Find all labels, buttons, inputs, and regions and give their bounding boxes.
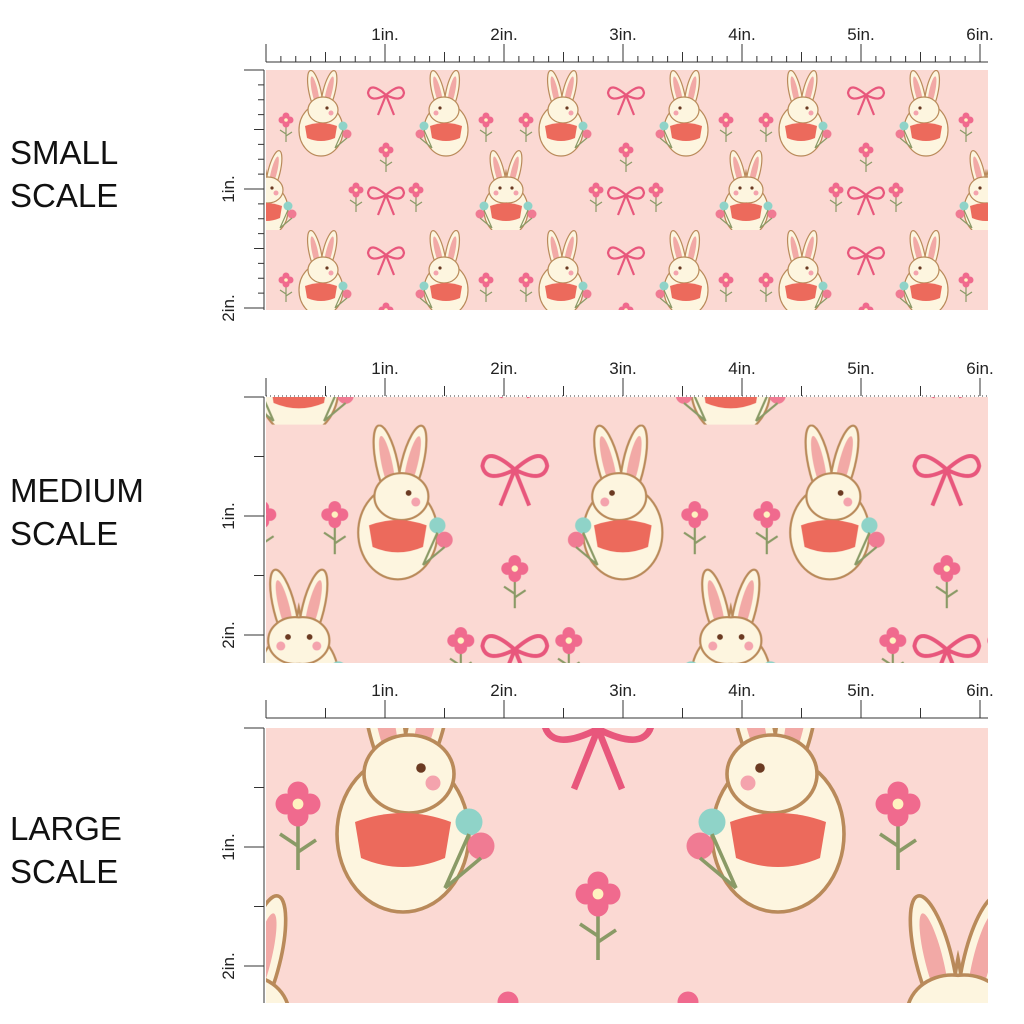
- ruler-label: 4in.: [728, 681, 755, 700]
- ruler-label: 1in.: [219, 175, 238, 202]
- ruler-label: 3in.: [609, 25, 636, 44]
- ruler-label: 5in.: [847, 681, 874, 700]
- ruler-label: 5in.: [847, 25, 874, 44]
- fabric-swatch: [266, 70, 988, 310]
- scale-label: MEDIUM: [10, 472, 144, 509]
- ruler-label: 6in.: [966, 25, 993, 44]
- ruler-label: 2in.: [490, 681, 517, 700]
- scale-label: SCALE: [10, 515, 118, 552]
- ruler-label: 2in.: [490, 25, 517, 44]
- ruler-label: 3in.: [609, 681, 636, 700]
- fabric-swatch: [266, 397, 988, 663]
- ruler-label: 5in.: [847, 359, 874, 378]
- ruler-label: 1in.: [219, 502, 238, 529]
- ruler-label: 4in.: [728, 25, 755, 44]
- scale-label: SMALL: [10, 134, 118, 171]
- scale-label: LARGE: [10, 810, 122, 847]
- fabric-swatch: [266, 728, 988, 1003]
- ruler-label: 2in.: [219, 294, 238, 321]
- ruler-label: 1in.: [371, 681, 398, 700]
- ruler-label: 2in.: [219, 952, 238, 979]
- scale-label: SCALE: [10, 853, 118, 890]
- ruler-label: 6in.: [966, 359, 993, 378]
- ruler-label: 2in.: [219, 621, 238, 648]
- ruler-label: 3in.: [609, 359, 636, 378]
- ruler-label: 1in.: [371, 25, 398, 44]
- ruler-label: 1in.: [219, 833, 238, 860]
- ruler-label: 6in.: [966, 681, 993, 700]
- ruler-label: 1in.: [371, 359, 398, 378]
- ruler-label: 4in.: [728, 359, 755, 378]
- scale-label: SCALE: [10, 177, 118, 214]
- ruler-label: 2in.: [490, 359, 517, 378]
